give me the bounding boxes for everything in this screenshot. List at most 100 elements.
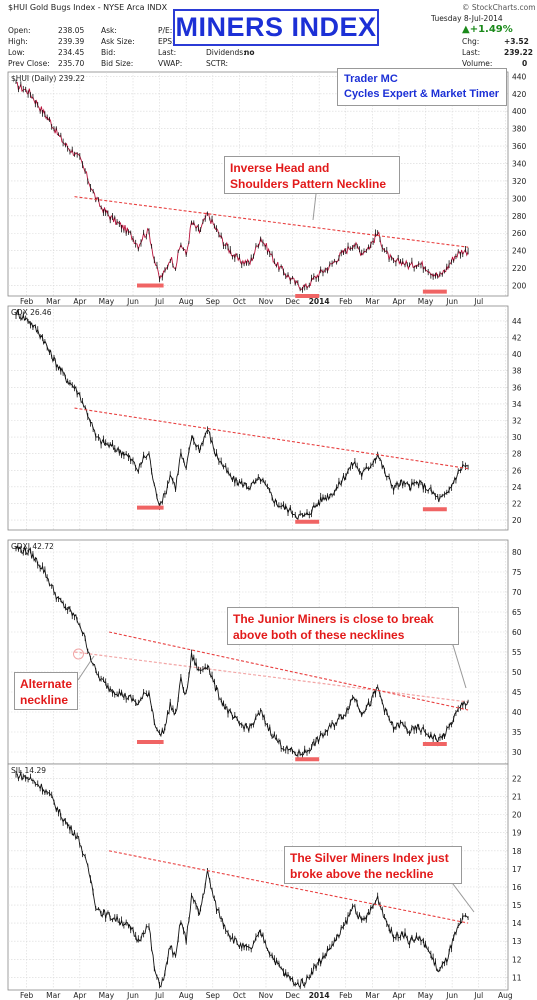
y-tick-label: 40	[512, 708, 522, 717]
y-tick-label: 19	[512, 829, 522, 838]
x-tick-label: Apr	[73, 991, 87, 1000]
quote-low-value: 234.45	[58, 48, 85, 57]
y-tick-label: 24	[512, 483, 522, 492]
y-tick-label: 220	[512, 264, 527, 273]
x-tick-label: Jun	[126, 297, 139, 306]
x-tick-label: Jun	[445, 991, 458, 1000]
quote-last-label-mid: Last:	[158, 48, 177, 57]
y-tick-label: 75	[512, 568, 522, 577]
quote-date: Tuesday 8-Jul-2014	[431, 14, 503, 23]
panel-label: SIL 14.29	[11, 766, 46, 775]
x-tick-label: Feb	[20, 991, 34, 1000]
y-tick-label: 55	[512, 648, 522, 657]
y-tick-label: 26	[512, 466, 522, 475]
x-tick-label: Jun	[126, 991, 139, 1000]
quote-source: © StockCharts.com	[462, 3, 536, 12]
panel-1: 20 22 24 26 28 30 32 34 36 38 40 42 44 GDX 26.46	[7, 305, 522, 531]
quote-vwap-label: VWAP:	[158, 59, 183, 68]
annotation-hui-neckline: Inverse Head and Shoulders Pattern Neckl…	[224, 156, 400, 194]
y-tick-label: 13	[512, 937, 522, 946]
y-tick-label: 60	[512, 628, 522, 637]
y-tick-label: 40	[512, 350, 522, 359]
x-tick-label: Dec	[285, 297, 300, 306]
x-tick-label: Apr	[73, 297, 87, 306]
y-tick-label: 35	[512, 728, 522, 737]
y-tick-label: 32	[512, 416, 522, 425]
x-tick-label: Aug	[179, 991, 194, 1000]
y-tick-label: 420	[512, 90, 527, 99]
annotation-pointer	[452, 883, 475, 913]
trader-name: Trader MC	[344, 73, 398, 85]
quote-last-label: Last:	[462, 48, 481, 57]
x-tick-label: 2014	[309, 297, 330, 306]
y-tick-label: 200	[512, 282, 527, 291]
x-tick-label: Mar	[365, 991, 380, 1000]
quote-asksize-label: Ask Size:	[101, 37, 135, 46]
y-tick-label: 34	[512, 400, 522, 409]
quote-open-value: 238.05	[58, 26, 85, 35]
y-tick-label: 30	[512, 748, 522, 757]
y-tick-label: 30	[512, 433, 522, 442]
x-tick-label: Aug	[498, 991, 513, 1000]
x-tick-label: Feb	[339, 297, 353, 306]
x-tick-label: Sep	[206, 991, 220, 1000]
alternate-neckline	[74, 651, 469, 703]
y-tick-label: 260	[512, 229, 527, 238]
y-tick-label: 44	[512, 317, 522, 326]
panel-frame	[7, 305, 509, 531]
y-tick-label: 12	[512, 955, 522, 964]
y-tick-label: 22	[512, 774, 522, 783]
x-tick-label: Jul	[154, 991, 164, 1000]
x-tick-label: Apr	[392, 991, 406, 1000]
y-tick-label: 38	[512, 367, 522, 376]
y-tick-label: 300	[512, 194, 527, 203]
quote-symbol: $HUI Gold Bugs Index - NYSE Arca INDX	[8, 3, 168, 12]
quote-last-value: 239.22	[504, 48, 533, 57]
quote-dividends-label: Dividends:	[206, 48, 246, 57]
x-tick-label: Nov	[259, 991, 274, 1000]
y-tick-label: 16	[512, 883, 522, 892]
quote-high-label: High:	[8, 37, 28, 46]
x-tick-label: Oct	[233, 297, 246, 306]
y-tick-label: 20	[512, 811, 522, 820]
x-tick-label: Apr	[392, 297, 406, 306]
quote-high-value: 239.39	[58, 37, 85, 46]
x-tick-label: Mar	[46, 991, 61, 1000]
x-tick-label: Jul	[473, 297, 483, 306]
y-tick-label: 17	[512, 865, 522, 874]
y-tick-label: 14	[512, 919, 522, 928]
annotation-gdxj-line1: The Junior Miners is close to break	[233, 612, 434, 626]
annotation-sil-line2: broke above the neckline	[290, 867, 434, 881]
y-tick-label: 400	[512, 107, 527, 116]
y-tick-label: 240	[512, 247, 527, 256]
y-tick-label: 65	[512, 608, 522, 617]
panel-label: GDXJ 42.72	[11, 542, 54, 551]
x-tick-label: May	[418, 297, 434, 306]
annotation-hui-line2: Shoulders Pattern Neckline	[230, 177, 387, 191]
neckline	[74, 196, 469, 248]
alternate-neckline-marker	[72, 648, 84, 660]
annotation-alt-line2: neckline	[20, 693, 69, 707]
x-tick-label: Nov	[259, 297, 274, 306]
y-tick-label: 280	[512, 212, 527, 221]
y-tick-label: 380	[512, 125, 527, 134]
x-tick-label: May	[99, 297, 115, 306]
y-tick-label: 340	[512, 160, 527, 169]
annotation-pointer	[77, 655, 95, 681]
y-tick-label: 70	[512, 588, 522, 597]
neckline	[108, 631, 469, 711]
trader-tagline: Cycles Expert & Market Timer	[344, 88, 500, 100]
neckline	[74, 407, 469, 470]
y-tick-label: 18	[512, 847, 522, 856]
quote-change-pct: ▲+1.49%	[462, 24, 513, 35]
quote-volume-value: 0	[522, 59, 528, 68]
quote-volume-label: Volume:	[462, 59, 493, 68]
x-tick-label: Jun	[445, 297, 458, 306]
x-tick-label: Aug	[179, 297, 194, 306]
y-tick-label: 42	[512, 334, 522, 343]
quote-bid-label: Bid:	[101, 48, 116, 57]
y-tick-label: 21	[512, 793, 522, 802]
quote-chg-value: +3.52	[504, 37, 529, 46]
panel-label: GDX 26.46	[11, 308, 52, 317]
